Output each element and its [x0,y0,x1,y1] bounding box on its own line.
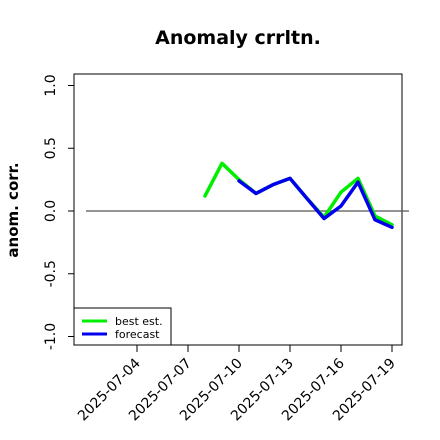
y-axis: -1.0 -0.5 0.0 0.5 1.0 [43,74,74,350]
y-tick-label: 1.0 [43,74,59,96]
legend-label-forecast: forecast [115,328,160,341]
plot-frame [73,73,403,346]
y-tick-label: -0.5 [43,260,59,287]
legend-box [73,307,172,346]
series-line-forecast [237,176,394,230]
y-tick-label: 0.0 [43,200,59,222]
y-tick-label: -1.0 [43,323,59,350]
legend-label-best-est: best est. [115,315,163,328]
chart-title: Anomaly crrltn. [155,27,321,49]
series-layer [203,161,394,230]
y-tick-label: 0.5 [43,137,59,159]
legend: best est. forecast [73,307,172,346]
x-axis: 2025-07-042025-07-072025-07-102025-07-13… [75,345,399,424]
y-axis-label: anom. corr. [4,162,22,257]
